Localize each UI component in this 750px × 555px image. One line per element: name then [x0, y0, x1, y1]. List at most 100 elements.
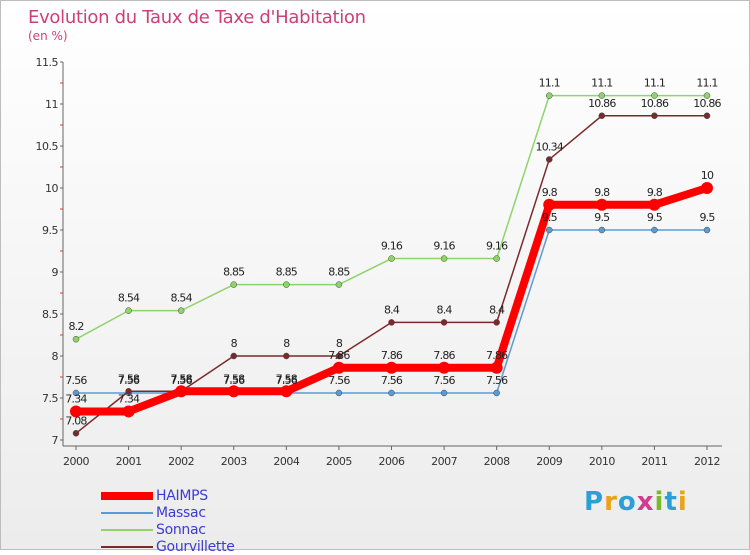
legend-swatch-haimps	[101, 491, 153, 500]
data-label-massac: 7.56	[171, 374, 193, 387]
data-label-massac: 7.56	[65, 374, 87, 387]
legend-item-sonnac: Sonnac	[101, 521, 235, 538]
legend-label-haimps: HAIMPS	[156, 487, 208, 504]
logo-letter: r	[604, 487, 618, 517]
data-label-massac: 7.56	[433, 374, 455, 387]
x-tick-label: 2008	[484, 455, 510, 468]
data-label-gourvillette: 7.58	[171, 372, 193, 385]
data-label-massac: 9.5	[647, 211, 663, 224]
data-label-haimps: 10	[701, 169, 714, 182]
x-tick-label: 2004	[273, 455, 299, 468]
data-point-haimps	[438, 361, 451, 374]
logo-letter: P	[584, 487, 605, 517]
data-label-gourvillette: 8	[336, 337, 343, 350]
legend-item-gourvillette: Gourvillette	[101, 538, 235, 555]
y-tick-label: 11	[45, 98, 58, 111]
y-tick-label: 7.5	[42, 392, 58, 405]
data-point-gourvillette	[651, 112, 658, 120]
y-tick-label: 9	[52, 266, 59, 279]
data-point-haimps	[280, 385, 293, 398]
data-point-gourvillette	[493, 319, 500, 326]
y-tick-label: 10	[45, 182, 58, 195]
data-label-massac: 7.56	[118, 374, 140, 387]
data-point-sonnac	[651, 92, 658, 99]
data-point-sonnac	[546, 92, 553, 99]
data-point-massac	[388, 389, 395, 397]
legend: HAIMPS Massac Sonnac Gourvillette	[101, 487, 235, 555]
data-point-sonnac	[230, 281, 237, 288]
data-point-massac	[651, 226, 658, 234]
data-label-gourvillette: 8.4	[384, 303, 400, 316]
proxiti-logo: Proxiti	[584, 487, 688, 517]
data-label-sonnac: 8.54	[171, 292, 193, 305]
legend-swatch-gourvillette	[101, 545, 153, 548]
data-point-gourvillette	[125, 388, 132, 395]
y-tick-label: 11.5	[36, 56, 59, 69]
data-point-massac	[493, 389, 500, 397]
data-label-sonnac: 9.16	[433, 240, 455, 253]
data-label-haimps: 7.86	[381, 349, 403, 362]
data-point-sonnac	[493, 255, 500, 262]
data-label-sonnac: 8.2	[68, 320, 83, 333]
data-point-haimps	[122, 405, 135, 418]
data-label-haimps: 9.8	[647, 186, 663, 199]
data-point-sonnac	[388, 255, 395, 262]
logo-letter: i	[677, 487, 688, 517]
data-label-gourvillette: 10.86	[641, 97, 669, 110]
data-point-haimps	[490, 361, 503, 374]
data-point-haimps	[595, 198, 608, 211]
data-label-sonnac: 8.85	[276, 266, 298, 279]
data-label-sonnac: 9.16	[381, 240, 403, 253]
data-label-massac: 9.5	[594, 211, 610, 224]
data-label-massac: 7.56	[381, 374, 403, 387]
data-point-massac	[72, 389, 80, 397]
data-point-gourvillette	[388, 319, 395, 326]
data-label-sonnac: 11.1	[644, 77, 665, 90]
data-label-haimps: 7.58	[276, 372, 298, 385]
data-point-sonnac	[598, 92, 606, 99]
y-tick-label: 7	[52, 434, 59, 447]
data-label-sonnac: 11.1	[591, 77, 612, 90]
data-label-gourvillette: 10.86	[588, 97, 616, 110]
data-point-haimps	[385, 361, 398, 374]
logo-letter: t	[664, 487, 678, 517]
data-label-gourvillette: 8.4	[489, 303, 505, 316]
data-label-sonnac: 8.85	[223, 266, 245, 279]
logo-letter: i	[654, 487, 665, 517]
legend-swatch-sonnac	[101, 528, 153, 531]
data-point-haimps	[175, 385, 188, 398]
legend-item-massac: Massac	[101, 504, 235, 521]
data-label-gourvillette: 10.86	[693, 97, 721, 110]
data-point-haimps	[648, 198, 661, 211]
legend-swatch-massac	[101, 511, 153, 514]
data-label-massac: 7.56	[223, 374, 245, 387]
data-point-sonnac	[335, 281, 343, 288]
x-tick-label: 2011	[641, 455, 667, 468]
data-label-gourvillette: 8	[283, 337, 290, 350]
data-label-gourvillette: 8	[231, 337, 238, 350]
data-point-gourvillette	[72, 430, 80, 437]
data-label-gourvillette: 7.08	[65, 414, 87, 427]
data-point-massac	[335, 389, 343, 397]
logo-letter: o	[617, 487, 637, 517]
data-point-massac	[440, 389, 448, 397]
data-label-sonnac: 8.85	[328, 266, 350, 279]
data-point-sonnac	[703, 92, 711, 99]
data-point-haimps	[543, 198, 556, 211]
data-point-haimps	[227, 385, 240, 398]
x-tick-label: 2010	[589, 455, 615, 468]
x-tick-label: 2005	[326, 455, 352, 468]
data-point-haimps	[332, 361, 345, 374]
data-point-gourvillette	[598, 112, 606, 120]
y-tick-label: 8.5	[42, 308, 58, 321]
legend-label-sonnac: Sonnac	[156, 521, 206, 538]
data-label-haimps: 7.34	[65, 392, 87, 405]
data-label-haimps: 7.86	[486, 349, 508, 362]
data-label-haimps: 7.34	[118, 392, 140, 405]
data-label-sonnac: 11.1	[539, 77, 560, 90]
data-point-gourvillette	[440, 319, 448, 326]
data-label-sonnac: 9.16	[486, 240, 508, 253]
x-tick-label: 2012	[694, 455, 720, 468]
data-label-gourvillette: 8.4	[437, 303, 453, 316]
x-tick-label: 2003	[221, 455, 247, 468]
